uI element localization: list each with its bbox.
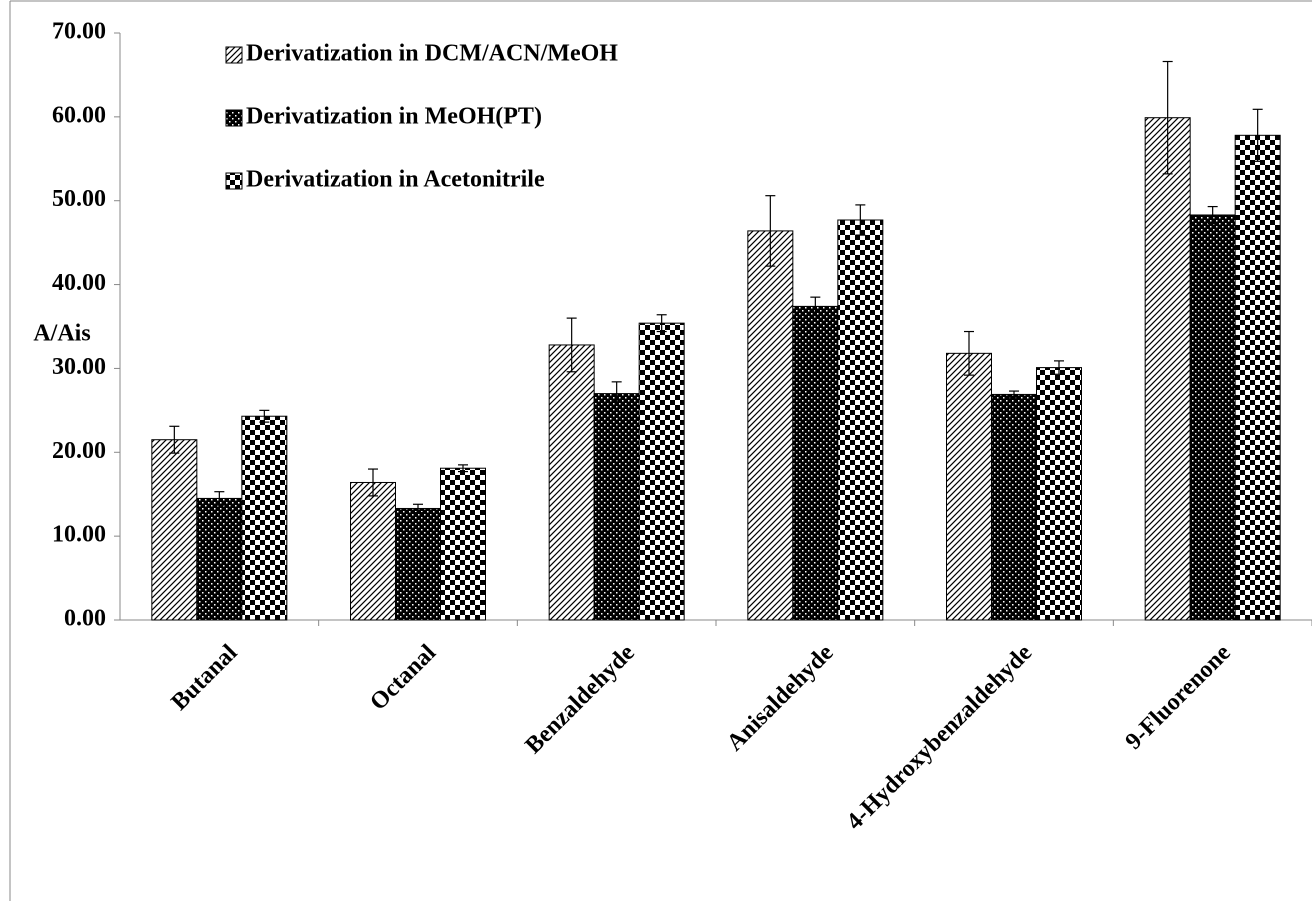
y-tick-label: 30.00 [52, 354, 106, 380]
bar [946, 352, 992, 621]
x-tick-label: 4-Hydroxybenzaldehyde [842, 640, 1038, 836]
bar [991, 393, 1037, 621]
legend-label: Derivatization in Acetonitrile [246, 167, 545, 193]
bar [151, 439, 198, 621]
bar [196, 497, 243, 621]
y-tick-label: 60.00 [52, 102, 106, 128]
x-tick-label: Benzaldehyde [521, 640, 641, 760]
bar [1144, 117, 1191, 621]
legend-label: Derivatization in MeOH(PT) [246, 104, 542, 130]
y-tick-label: 50.00 [52, 186, 106, 212]
bar [241, 415, 288, 621]
bar [747, 230, 794, 621]
bar [837, 219, 884, 621]
bar [440, 467, 486, 621]
legend-swatch [225, 109, 243, 127]
bar [593, 393, 640, 621]
y-tick-label: 20.00 [52, 438, 106, 464]
bar [638, 322, 685, 621]
x-tick-label: 9-Fluorenone [1121, 640, 1236, 755]
y-tick-label: 40.00 [52, 270, 106, 296]
bar [395, 507, 441, 621]
y-tick-label: 10.00 [52, 522, 106, 548]
y-axis-label: A/Ais [33, 321, 90, 347]
y-tick-label: 70.00 [52, 19, 106, 45]
bar [1189, 214, 1236, 621]
bar [1036, 367, 1082, 621]
x-tick-label: Butanal [167, 640, 243, 716]
bar [792, 305, 839, 621]
x-tick-label: Octanal [365, 640, 441, 716]
legend-label: Derivatization in DCM/ACN/MeOH [246, 41, 618, 67]
x-tick-label: Anisaldehyde [722, 640, 839, 757]
legend-swatch [225, 46, 243, 64]
bar [1234, 134, 1281, 621]
bar [350, 481, 396, 621]
bar [548, 344, 595, 621]
y-tick-label: 0.00 [64, 606, 106, 632]
legend-swatch [225, 172, 243, 190]
